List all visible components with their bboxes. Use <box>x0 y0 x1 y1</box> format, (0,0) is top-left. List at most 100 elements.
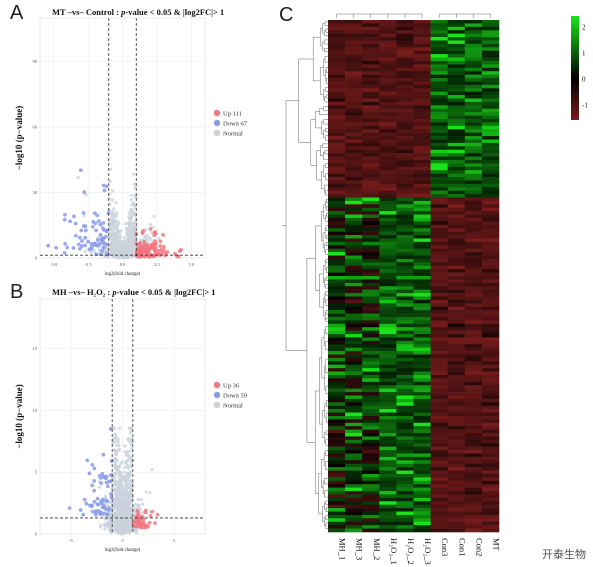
heatmap-cell <box>481 252 500 256</box>
heatmap-cell <box>430 374 448 379</box>
heatmap-cell <box>464 419 483 424</box>
heatmap-cell <box>396 310 414 314</box>
normal-point <box>129 497 133 501</box>
heatmap-cell <box>447 398 466 403</box>
down-point <box>81 210 86 215</box>
heatmap-cell <box>481 91 500 96</box>
heatmap-cell <box>413 228 431 232</box>
panel-letter-c: C <box>279 4 294 26</box>
heatmap-cell <box>396 159 414 164</box>
heatmap-cell <box>430 467 448 471</box>
heatmap-cell <box>464 521 483 526</box>
heatmap-cell <box>430 299 448 304</box>
heatmap-cell <box>464 286 483 290</box>
heatmap-cell <box>464 344 483 348</box>
heatmap-cell <box>396 64 414 69</box>
normal-point <box>114 232 118 236</box>
heatmap-cell <box>362 504 380 509</box>
heatmap-cell <box>362 166 380 171</box>
heatmap-cell <box>413 33 431 38</box>
up-point <box>131 521 135 526</box>
heatmap-cell <box>379 177 397 181</box>
heatmap-cell <box>464 310 483 314</box>
heatmap-cell <box>379 467 397 471</box>
heatmap-cell <box>413 398 431 403</box>
normal-point <box>152 215 156 219</box>
heatmap-cell <box>430 64 448 69</box>
heatmap-cell <box>464 337 483 342</box>
normal-point <box>129 464 133 468</box>
heatmap-cell <box>379 20 397 24</box>
heatmap-cell <box>430 316 448 321</box>
heatmap-cell <box>447 217 466 222</box>
heatmap-cell <box>362 57 380 62</box>
heatmap-cell <box>447 470 466 475</box>
heatmap-cell <box>379 180 397 185</box>
heatmap-cell <box>481 443 500 447</box>
heatmap-cell <box>396 129 414 133</box>
heatmap-cell <box>447 238 466 243</box>
heatmap-cell <box>328 207 346 212</box>
heatmap-cell <box>481 306 500 311</box>
heatmap-cell <box>413 347 431 352</box>
heatmap-cell <box>345 132 363 137</box>
heatmap-cell <box>362 405 380 410</box>
heatmap-cell <box>345 95 363 99</box>
heatmap-cell <box>396 26 414 31</box>
heatmap-cell <box>481 74 500 79</box>
heatmap-cell <box>464 255 483 260</box>
heatmap-cell <box>481 153 500 157</box>
heatmap-cell <box>430 136 448 140</box>
heatmap-cell <box>379 118 397 123</box>
heatmap-cell <box>328 477 346 482</box>
up-point <box>142 240 147 244</box>
heatmap-cell <box>396 443 414 447</box>
heatmap-cell <box>413 190 431 195</box>
heatmap-cell <box>328 467 346 471</box>
heatmap-cell <box>345 33 363 38</box>
heatmap-cell <box>464 207 483 212</box>
down-point <box>107 506 112 511</box>
normal-point <box>132 236 136 241</box>
heatmap-cell <box>396 255 414 260</box>
heatmap-cell <box>430 67 448 72</box>
heatmap-cell <box>379 129 397 133</box>
heatmap-cell <box>345 487 363 492</box>
heatmap-cell <box>328 453 346 458</box>
heatmap-cell <box>464 187 483 191</box>
normal-point <box>113 483 117 487</box>
heatmap-cell <box>447 211 466 215</box>
heatmap-cell <box>396 347 414 352</box>
heatmap-cell <box>379 470 397 475</box>
down-point <box>92 488 97 493</box>
heatmap-cell <box>430 235 448 239</box>
heatmap-cell <box>345 443 363 447</box>
heatmap-cell <box>447 357 466 362</box>
heatmap-cell <box>464 139 483 144</box>
heatmap-cell <box>481 88 500 92</box>
heatmap-cell <box>379 323 397 328</box>
heatmap-cell <box>396 265 414 270</box>
heatmap-cell <box>379 473 397 478</box>
heatmap-cell <box>362 98 380 103</box>
heatmap-cell <box>430 153 448 157</box>
heatmap-cell <box>430 286 448 290</box>
heatmap-cell <box>379 105 397 110</box>
heatmap-cell <box>345 88 363 92</box>
heatmap-cell <box>345 262 363 267</box>
normal-point <box>129 198 134 202</box>
heatmap-cell <box>345 197 363 202</box>
heatmap-cell <box>481 255 500 260</box>
heatmap-cell <box>328 313 346 318</box>
heatmap-cell <box>379 50 397 55</box>
heatmap-cell <box>396 378 414 383</box>
normal-point <box>134 219 138 223</box>
heatmap-cell <box>328 57 346 62</box>
normal-point <box>110 198 115 202</box>
heatmap-cell <box>379 125 397 130</box>
heatmap-cell <box>464 258 483 263</box>
heatmap-cell <box>362 395 380 400</box>
normal-point <box>144 228 148 232</box>
down-point <box>98 252 103 257</box>
heatmap-cell <box>464 221 483 226</box>
